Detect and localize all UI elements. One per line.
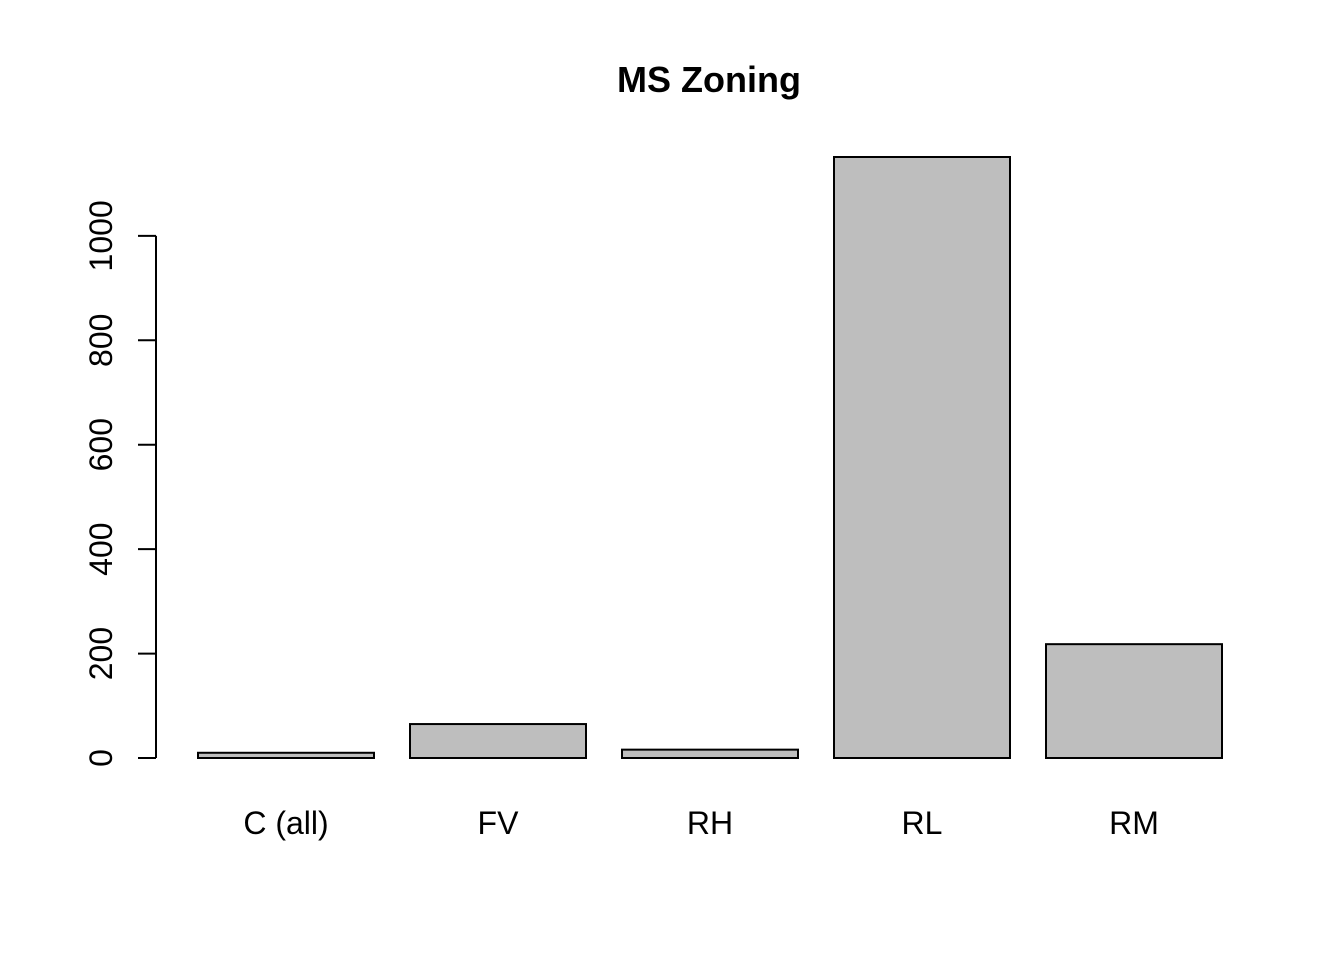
x-axis-labels: C (all) FV RH RL RM <box>243 805 1159 841</box>
x-tick-label: C (all) <box>243 805 328 841</box>
x-tick-label: RL <box>902 805 943 841</box>
y-tick-label: 800 <box>83 314 119 367</box>
x-tick-label: RH <box>687 805 733 841</box>
bar-c-all <box>197 751 375 759</box>
x-tick-label: FV <box>478 805 520 841</box>
y-tick-label: 200 <box>83 627 119 680</box>
y-tick-label: 1000 <box>83 200 119 271</box>
bar-fv <box>409 723 587 759</box>
bars <box>197 156 1223 759</box>
y-axis: 0 200 400 600 800 1000 <box>83 200 157 767</box>
bar-rl <box>833 156 1011 759</box>
bar-rh <box>621 748 799 759</box>
bar-rm <box>1045 643 1223 759</box>
y-tick-label: 600 <box>83 418 119 471</box>
chart-title: MS Zoning <box>617 59 801 100</box>
y-tick-label: 400 <box>83 522 119 575</box>
y-tick-label: 0 <box>83 749 119 767</box>
x-tick-label: RM <box>1109 805 1159 841</box>
